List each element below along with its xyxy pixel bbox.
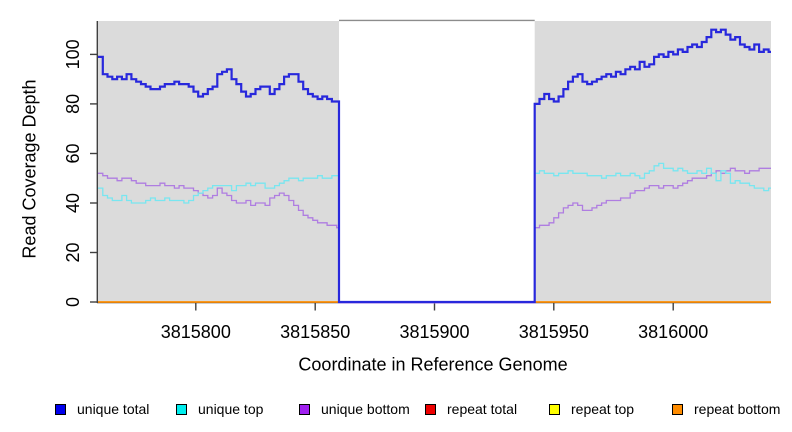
legend-swatch bbox=[425, 403, 436, 415]
legend-swatch bbox=[55, 403, 66, 415]
legend-item: repeat total bbox=[425, 401, 517, 417]
legend-label: unique bottom bbox=[321, 401, 410, 417]
x-tick-label: 3815900 bbox=[399, 322, 469, 342]
legend-label: unique top bbox=[198, 401, 264, 417]
legend-item: unique top bbox=[176, 401, 263, 417]
legend-swatch bbox=[176, 403, 187, 415]
series-unique-bottom bbox=[98, 167, 771, 304]
x-tick-label: 3816000 bbox=[638, 322, 708, 342]
y-tick-label: 20 bbox=[63, 242, 83, 262]
y-tick-label: 60 bbox=[63, 143, 83, 163]
legend-label: repeat bottom bbox=[694, 401, 781, 417]
shaded-region bbox=[534, 21, 771, 302]
x-tick-label: 3815950 bbox=[519, 322, 589, 342]
legend-label: repeat total bbox=[447, 401, 518, 417]
x-axis-title: Coordinate in Reference Genome bbox=[298, 354, 568, 375]
y-tick-label: 0 bbox=[63, 297, 83, 307]
y-tick-label: 100 bbox=[63, 39, 83, 69]
legend-item: repeat top bbox=[549, 401, 634, 417]
legend-item: repeat bottom bbox=[672, 401, 780, 417]
legend-swatch bbox=[299, 403, 310, 415]
y-tick-label: 80 bbox=[63, 94, 83, 114]
legend-swatch bbox=[549, 403, 560, 415]
series-unique-total bbox=[98, 28, 771, 304]
y-axis-title: Read Coverage Depth bbox=[19, 79, 40, 259]
legend-item: unique bottom bbox=[299, 401, 410, 417]
legend-label: unique total bbox=[77, 401, 150, 417]
legend-label: repeat top bbox=[571, 401, 635, 417]
x-tick-label: 3815850 bbox=[280, 322, 350, 342]
legend-item: unique total bbox=[55, 401, 149, 417]
shaded-region bbox=[98, 21, 339, 302]
y-tick-label: 40 bbox=[63, 193, 83, 213]
legend-swatch bbox=[672, 403, 683, 415]
x-tick-label: 3815800 bbox=[161, 322, 231, 342]
